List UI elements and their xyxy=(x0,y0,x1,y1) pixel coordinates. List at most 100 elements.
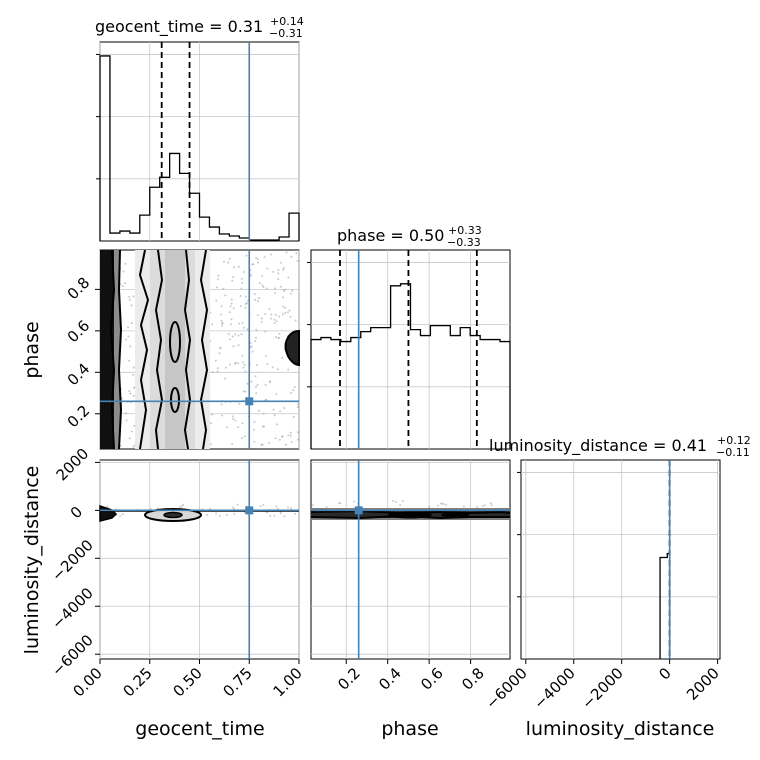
scatter-point xyxy=(228,338,231,341)
tick-label: −2000 xyxy=(578,664,627,713)
scatter-point xyxy=(246,382,249,385)
histogram-step-line xyxy=(99,55,300,241)
scatter-point xyxy=(260,320,263,323)
scatter-point xyxy=(283,407,286,410)
scatter-point xyxy=(210,422,213,425)
tick-label: −4000 xyxy=(530,664,579,713)
scatter-point xyxy=(221,414,224,417)
scatter-point xyxy=(297,438,300,441)
scatter-point xyxy=(242,270,245,273)
scatter-point xyxy=(294,319,297,322)
scatter-point xyxy=(234,362,237,365)
scatter-point xyxy=(287,434,290,437)
scatter-point xyxy=(281,313,284,316)
contour-blob xyxy=(441,512,469,518)
scatter-point xyxy=(206,513,209,516)
scatter-point xyxy=(268,308,271,311)
scatter-point xyxy=(489,502,492,505)
scatter-point xyxy=(233,507,236,510)
scatter-point xyxy=(243,435,246,438)
scatter-point xyxy=(230,318,233,321)
contour-line xyxy=(183,249,192,450)
scatter-point xyxy=(271,366,274,369)
scatter-point xyxy=(268,380,271,383)
scatter-point xyxy=(436,504,439,507)
histogram-geocent_time xyxy=(99,55,300,241)
scatter-point xyxy=(255,392,258,395)
scatter-point xyxy=(278,315,281,318)
scatter-point xyxy=(285,251,288,254)
scatter-point xyxy=(220,305,223,308)
scatter-point xyxy=(286,311,289,314)
scatter-point xyxy=(272,270,275,273)
scatter-point xyxy=(284,306,287,309)
scatter-point xyxy=(128,390,131,393)
scatter-point xyxy=(237,426,240,429)
scatter-point xyxy=(237,362,240,365)
scatter-point xyxy=(232,506,235,509)
scatter-point xyxy=(236,503,239,506)
scatter-point xyxy=(265,354,268,357)
scatter-point xyxy=(239,295,242,298)
scatter-point xyxy=(282,267,285,270)
x-axis-label-luminosity_distance: luminosity_distance xyxy=(526,718,715,740)
scatter-point xyxy=(132,373,135,376)
scatter-point xyxy=(214,359,217,362)
scatter-point xyxy=(124,412,127,415)
scatter-point xyxy=(441,502,444,505)
x-tick-labels-luminosity_distance: −6000 −4000 −2000 0 2000 xyxy=(482,664,723,713)
scatter-point xyxy=(237,344,240,347)
scatter-point xyxy=(275,393,278,396)
x-tick-labels-geocent_time: 0.00 0.25 0.50 0.75 1.00 xyxy=(69,664,305,700)
density-panel-phase-vs-geocent_time xyxy=(100,249,300,450)
tick-label: 0.8 xyxy=(458,664,488,694)
scatter-point xyxy=(353,500,356,503)
scatter-point xyxy=(273,322,276,325)
scatter-point xyxy=(228,363,231,366)
scatter-point xyxy=(244,370,247,373)
scatter-point xyxy=(289,431,292,434)
contour-line xyxy=(117,249,123,450)
scatter-point xyxy=(220,403,223,406)
scatter-point xyxy=(125,419,128,422)
scatter-point xyxy=(262,412,265,415)
scatter-point xyxy=(230,298,233,301)
title-geocent_time-text: geocent_time = 0.31 xyxy=(95,17,263,37)
scatter-point xyxy=(428,505,431,508)
scatter-point xyxy=(225,426,228,429)
scatter-point xyxy=(211,371,214,374)
scatter-point xyxy=(217,274,220,277)
scatter-point xyxy=(231,415,234,418)
title-luminosity_distance-minus: −0.11 xyxy=(716,446,750,459)
truth-lines xyxy=(100,42,671,659)
panel-frame-distance-hist xyxy=(520,459,721,660)
scatter-point xyxy=(281,435,284,438)
tick-label: 0 xyxy=(655,664,674,683)
scatter-point xyxy=(231,335,234,338)
contour-blob xyxy=(284,329,300,367)
scatter-point xyxy=(295,252,298,255)
scatter-point xyxy=(232,345,235,348)
scatter-point xyxy=(242,366,245,369)
scatter-point xyxy=(273,414,276,417)
scatter-point xyxy=(129,392,132,395)
title-luminosity_distance-text: luminosity_distance = 0.41 xyxy=(489,436,707,456)
tick-label: 2000 xyxy=(53,445,93,485)
panel-frame-distance-vs-phase xyxy=(310,459,511,660)
scatter-point xyxy=(279,285,282,288)
scatter-point xyxy=(270,313,273,316)
scatter-point xyxy=(211,413,214,416)
scatter-point xyxy=(234,419,237,422)
scatter-point xyxy=(240,277,243,280)
scatter-point xyxy=(395,500,398,503)
scatter-point xyxy=(241,422,244,425)
tick-label: 0.2 xyxy=(64,402,94,432)
scatter-point xyxy=(297,403,300,406)
scatter-point xyxy=(241,322,244,325)
y-tick-labels-luminosity_distance: −6000 −4000 −2000 0 2000 xyxy=(48,445,97,680)
scatter-point xyxy=(259,505,262,508)
scatter-point xyxy=(237,334,240,337)
scatter-point xyxy=(262,286,265,289)
scatter-point xyxy=(272,408,275,411)
scatter-point xyxy=(282,296,285,299)
